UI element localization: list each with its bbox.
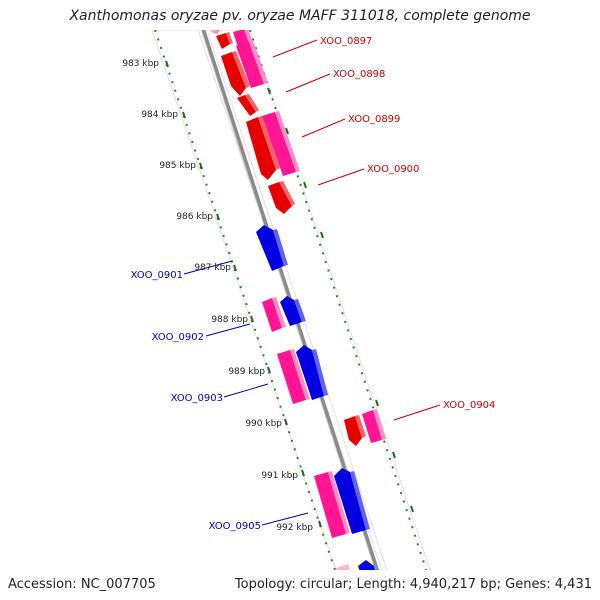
ruler-label: 988 kbp <box>211 315 248 325</box>
ruler-label: 990 kbp <box>245 419 282 429</box>
gene-label-XOO_0899[interactable]: XOO_0899 <box>348 114 400 125</box>
gene-XOO_0898-rna[interactable] <box>236 41 268 88</box>
reverse-gene-labels: XOO_0901 XOO_0902 XOO_0903 XOO_0905 <box>131 270 261 532</box>
gene-XOO_0899-rna[interactable] <box>262 111 300 176</box>
outer-major-ticks <box>267 87 414 513</box>
inner-lane-band <box>151 30 383 570</box>
gene-XOO_0902-rna[interactable] <box>262 297 286 332</box>
gene-label-XOO_0901[interactable]: XOO_0901 <box>131 270 183 281</box>
inner-dotted-ticks <box>154 30 337 570</box>
gene-label-XOO_0904[interactable]: XOO_0904 <box>443 400 495 411</box>
map-title-overlay: Xanthomonas oryzae pv. oryzae MAFF 31101… <box>69 8 531 24</box>
ruler-label: 983 kbp <box>122 59 159 69</box>
gene-label-XOO_0900[interactable]: XOO_0900 <box>367 164 419 175</box>
gene-XOO_0902-cds[interactable] <box>280 296 306 326</box>
gene-label-XOO_0898[interactable]: XOO_0898 <box>333 69 385 80</box>
gene-XOO_0898-cds[interactable] <box>221 51 250 96</box>
gene-XOO_0899-cds-a[interactable] <box>237 94 259 116</box>
accession-text: Accession: NC_007705 <box>8 577 156 592</box>
gene-label-XOO_0902[interactable]: XOO_0902 <box>152 332 204 343</box>
gene-label-XOO_0905[interactable]: XOO_0905 <box>209 521 261 532</box>
ruler-label: 989 kbp <box>228 367 265 377</box>
ruler-label: 986 kbp <box>176 212 213 222</box>
ruler-labels: 982 kbp 983 kbp 984 kbp 985 kbp 986 kbp … <box>122 59 313 533</box>
ruler-label: 991 kbp <box>261 471 298 481</box>
forward-genes <box>205 10 386 446</box>
ruler-label: 985 kbp <box>159 161 196 171</box>
gene-XOO_0897-cds[interactable] <box>216 32 233 49</box>
gene-XOO_0904-cds[interactable] <box>344 415 366 446</box>
gene-XOO_0904-rna[interactable] <box>362 409 386 443</box>
gene-XOO_0903-cds[interactable] <box>296 345 328 400</box>
forward-label-connectors <box>272 39 441 421</box>
gene-XOO_0905-cds[interactable] <box>334 468 370 534</box>
gene-label-XOO_0897[interactable]: XOO_0897 <box>320 36 372 47</box>
gene-XOO_0901-cds[interactable] <box>256 225 288 271</box>
gene-XOO_0903-rna[interactable] <box>277 349 310 404</box>
gene-partial-bottom[interactable] <box>336 560 380 594</box>
gene-partial-pink-top[interactable] <box>205 10 222 34</box>
gene-label-XOO_0903[interactable]: XOO_0903 <box>171 393 223 404</box>
ruler-label: 992 kbp <box>276 523 313 533</box>
forward-gene-labels: XOO_0897 XOO_0898 XOO_0899 XOO_0900 XOO_… <box>320 36 495 411</box>
genome-summary-text: Topology: circular; Length: 4,940,217 bp… <box>234 577 592 592</box>
reverse-genes <box>256 225 380 594</box>
ruler-label: 984 kbp <box>141 110 178 120</box>
inner-major-ticks <box>165 60 322 528</box>
reverse-label-connectors <box>183 260 309 526</box>
gene-XOO_0900-cds[interactable] <box>268 181 295 214</box>
gene-XOO_0905-rna[interactable] <box>314 471 350 538</box>
ruler-label: 987 kbp <box>194 263 231 273</box>
gene-XOO_0899-cds-b[interactable] <box>246 116 280 180</box>
